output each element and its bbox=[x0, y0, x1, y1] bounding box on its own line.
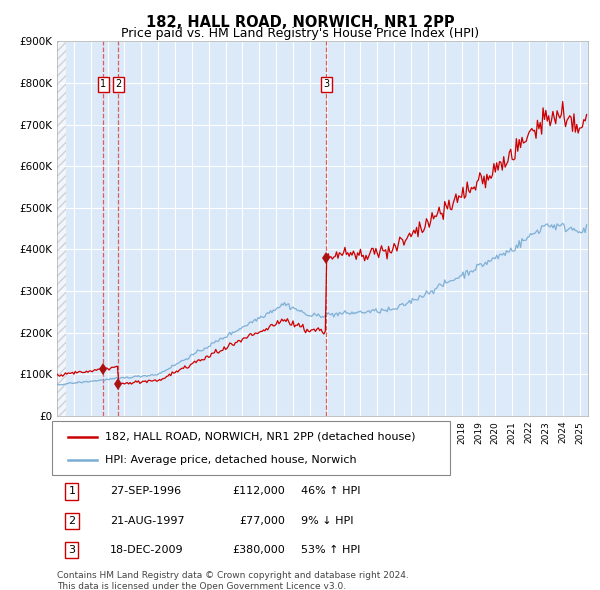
Text: 3: 3 bbox=[323, 80, 329, 89]
Text: 21-AUG-1997: 21-AUG-1997 bbox=[110, 516, 185, 526]
Text: £112,000: £112,000 bbox=[233, 486, 286, 496]
Bar bbox=[57, 41, 66, 416]
Text: 2: 2 bbox=[68, 516, 76, 526]
Text: 1: 1 bbox=[100, 80, 106, 89]
Text: 46% ↑ HPI: 46% ↑ HPI bbox=[301, 486, 361, 496]
Text: HPI: Average price, detached house, Norwich: HPI: Average price, detached house, Norw… bbox=[105, 455, 356, 465]
Text: £77,000: £77,000 bbox=[239, 516, 286, 526]
Text: 182, HALL ROAD, NORWICH, NR1 2PP (detached house): 182, HALL ROAD, NORWICH, NR1 2PP (detach… bbox=[105, 432, 415, 442]
FancyBboxPatch shape bbox=[52, 421, 450, 476]
Text: 3: 3 bbox=[68, 545, 76, 555]
Text: Price paid vs. HM Land Registry's House Price Index (HPI): Price paid vs. HM Land Registry's House … bbox=[121, 27, 479, 40]
Text: £380,000: £380,000 bbox=[233, 545, 286, 555]
Text: 53% ↑ HPI: 53% ↑ HPI bbox=[301, 545, 361, 555]
Text: 18-DEC-2009: 18-DEC-2009 bbox=[110, 545, 184, 555]
Text: 27-SEP-1996: 27-SEP-1996 bbox=[110, 486, 181, 496]
Text: 182, HALL ROAD, NORWICH, NR1 2PP: 182, HALL ROAD, NORWICH, NR1 2PP bbox=[146, 15, 454, 30]
Text: 2: 2 bbox=[115, 80, 121, 89]
Text: 1: 1 bbox=[68, 486, 76, 496]
Text: 9% ↓ HPI: 9% ↓ HPI bbox=[301, 516, 354, 526]
Text: Contains HM Land Registry data © Crown copyright and database right 2024.
This d: Contains HM Land Registry data © Crown c… bbox=[57, 571, 409, 590]
